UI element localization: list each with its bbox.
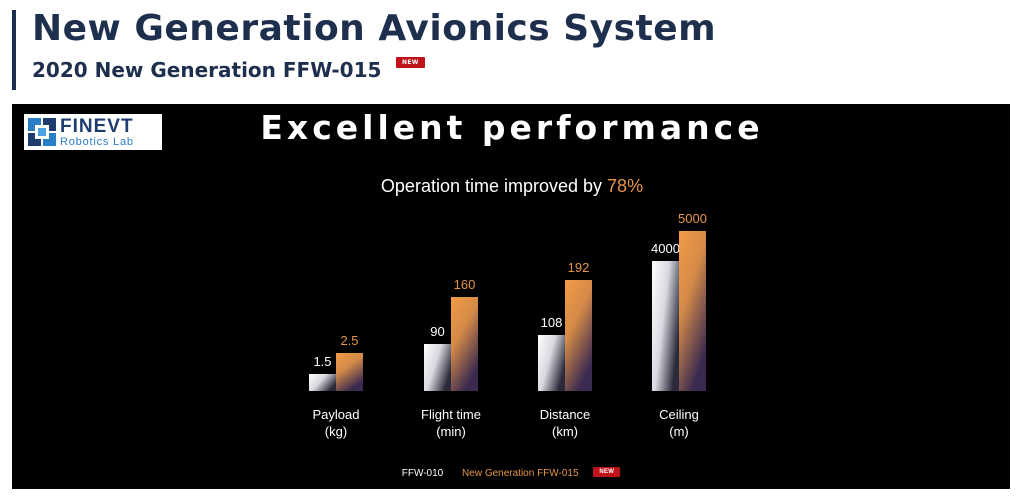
category-label-0-line-0: Payload xyxy=(313,407,360,422)
bar-ffw-010-2 xyxy=(538,335,565,391)
data-label-ffw-010-3: 4000 xyxy=(651,241,680,256)
legend-new-badge: NEW xyxy=(593,467,621,478)
page-title: New Generation Avionics System xyxy=(32,8,717,49)
logo: FINEVT Robotics Lab xyxy=(24,114,162,150)
data-label-ffw-010-0: 1.5 xyxy=(313,354,331,369)
page-subtitle: 2020 New Generation FFW-015 xyxy=(32,58,382,82)
logo-mark-icon xyxy=(28,118,56,146)
panel-heading-text: Excellent performance xyxy=(260,108,764,147)
improvement-value: 78% xyxy=(607,176,644,196)
category-label-0-line-1: (kg) xyxy=(325,424,347,439)
category-label-3-line-0: Ceiling xyxy=(659,407,699,422)
logo-subtitle: Robotics Lab xyxy=(60,135,134,148)
improvement-text: Operation time improved by xyxy=(380,176,603,196)
data-label-ffw-015-3: 5000 xyxy=(678,211,707,226)
bar-ffw-015-1 xyxy=(451,297,478,391)
improvement-statement: Operation time improved by 78% xyxy=(12,176,1012,197)
data-label-ffw-010-1: 90 xyxy=(430,324,444,339)
category-label-2-line-1: (km) xyxy=(552,424,578,439)
bar-ffw-015-3 xyxy=(679,231,706,391)
category-label-2-line-0: Distance xyxy=(540,407,591,422)
data-label-ffw-015-0: 2.5 xyxy=(340,333,358,348)
performance-bar-chart: 1.5 2.5 Payload (kg) 90 160 Flight time (min) 10… xyxy=(309,211,707,439)
data-label-ffw-010-2: 108 xyxy=(541,315,563,330)
bar-ffw-010-3 xyxy=(652,261,679,391)
legend-item-ffw-010: FFW-010 xyxy=(401,468,444,479)
category-label-1-line-0: Flight time xyxy=(421,407,481,422)
title-accent-bar xyxy=(12,10,16,90)
chart-legend: FFW-010 New Generation FFW-015 NEW xyxy=(12,467,1010,479)
legend-item-ffw-015: New Generation FFW-015 xyxy=(462,468,579,479)
performance-panel: FINEVT Robotics Lab Excellent performanc… xyxy=(12,104,1010,489)
panel-heading: Excellent performance xyxy=(12,108,1012,147)
new-badge: NEW xyxy=(396,57,425,68)
bar-ffw-010-1 xyxy=(424,344,451,391)
data-label-ffw-015-2: 192 xyxy=(568,260,590,275)
bar-ffw-015-2 xyxy=(565,280,592,391)
category-label-3-line-1: (m) xyxy=(669,424,689,439)
bar-ffw-010-0 xyxy=(309,374,336,391)
bar-ffw-015-0 xyxy=(336,353,363,391)
category-label-1-line-1: (min) xyxy=(436,424,466,439)
data-label-ffw-015-1: 160 xyxy=(454,277,476,292)
logo-name: FINEVT xyxy=(60,115,134,137)
